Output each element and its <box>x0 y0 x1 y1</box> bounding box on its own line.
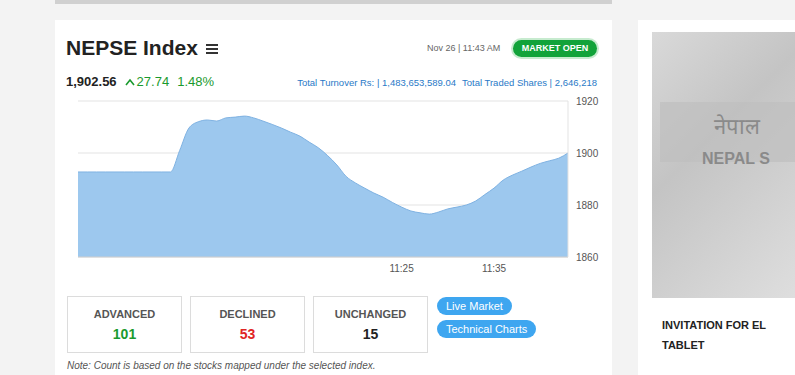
html-text:Total Turnover Rs: | 1,483,653: Total Turnover Rs: | 1,483,653,589.04 <box>297 77 456 88</box>
html-text:Note: Count is based on the st: Note: Count is based on the stocks mappe… <box>67 360 376 371</box>
html-text:1.48%: 1.48% <box>177 74 214 89</box>
html-text:ADVANCED: ADVANCED <box>93 308 156 320</box>
html-text:NEPAL S: NEPAL S <box>702 150 770 167</box>
svg-text:1860: 1860 <box>576 252 599 263</box>
html-text:101: 101 <box>112 326 137 342</box>
svg-text:1920: 1920 <box>576 96 599 107</box>
html-text:TABLET: TABLET <box>662 339 705 351</box>
html-text:Nov 26 | 11:43 AM: Nov 26 | 11:43 AM <box>427 43 501 53</box>
html-text:53: 53 <box>239 326 256 342</box>
svg-text:1880: 1880 <box>576 200 599 211</box>
html-text:15: 15 <box>362 326 379 342</box>
html-text:Live Market: Live Market <box>446 300 503 312</box>
html-text:Technical Charts: Technical Charts <box>446 323 528 335</box>
html-text:NEPSE Index: NEPSE Index <box>66 36 198 59</box>
svg-text:11:35: 11:35 <box>482 263 507 274</box>
html-text:Total Traded Shares | 2,646,21: Total Traded Shares | 2,646,218 <box>462 77 597 88</box>
html-text:27.74: 27.74 <box>136 74 170 89</box>
svg-text:1900: 1900 <box>576 148 599 159</box>
html-text:DECLINED: DECLINED <box>219 308 276 320</box>
html-text:UNCHANGED: UNCHANGED <box>334 308 407 320</box>
html-text:MARKET OPEN: MARKET OPEN <box>521 43 589 53</box>
html-text:1,902.56: 1,902.56 <box>66 74 117 89</box>
svg-text:11:25: 11:25 <box>389 263 414 274</box>
html-text:नेपाल: नेपाल <box>714 114 760 139</box>
html-text:INVITATION FOR EL: INVITATION FOR EL <box>662 319 767 331</box>
